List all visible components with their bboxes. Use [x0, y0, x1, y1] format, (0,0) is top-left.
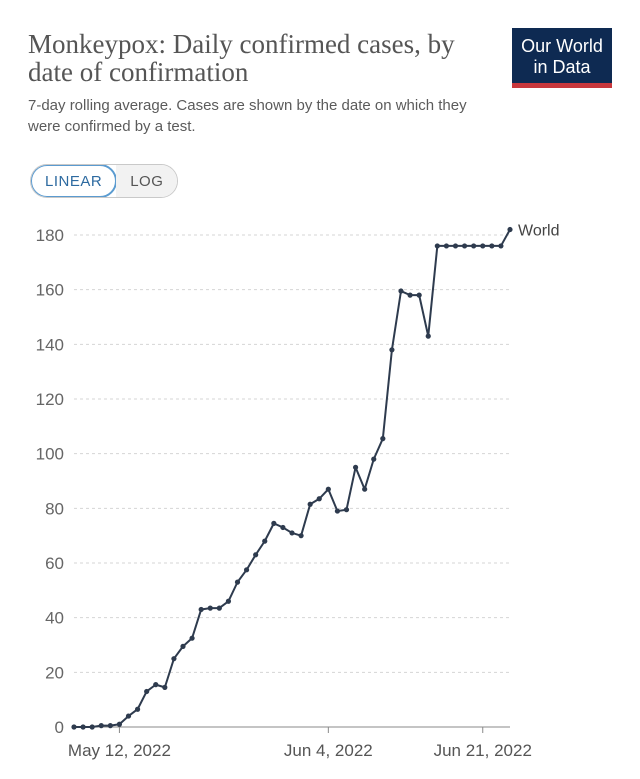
y-tick-label: 100	[36, 445, 64, 464]
data-point	[153, 682, 159, 688]
data-point	[271, 520, 277, 526]
data-point	[443, 243, 450, 249]
scale-toggle: LINEAR LOG	[30, 164, 179, 198]
data-point	[280, 524, 286, 531]
data-point	[198, 606, 204, 613]
y-tick-label: 20	[45, 663, 64, 682]
data-point	[243, 567, 250, 573]
y-tick-label: 120	[36, 390, 64, 409]
data-point	[407, 292, 413, 298]
y-tick-label: 0	[55, 718, 64, 737]
chart-subtitle: 7-day rolling average. Cases are shown b…	[28, 97, 467, 135]
data-point	[316, 496, 322, 502]
x-tick-label: May 12, 2022	[68, 741, 171, 760]
data-point	[116, 721, 123, 727]
data-point	[253, 552, 259, 558]
data-point	[162, 684, 168, 690]
data-point	[371, 456, 377, 462]
data-point	[471, 243, 477, 249]
data-point	[262, 538, 268, 544]
data-point	[144, 688, 150, 695]
data-point	[362, 486, 368, 492]
data-point	[416, 292, 422, 298]
linear-scale-button[interactable]: LINEAR	[31, 165, 118, 197]
data-point	[98, 723, 104, 729]
data-point	[489, 243, 495, 249]
data-point	[298, 533, 304, 539]
data-point	[289, 530, 295, 536]
data-point	[425, 333, 431, 339]
y-tick-label: 60	[45, 554, 64, 573]
data-point	[189, 635, 195, 641]
data-point	[507, 226, 513, 233]
y-tick-label: 140	[36, 335, 64, 354]
data-point	[352, 464, 359, 470]
series-label-world: World	[518, 223, 560, 240]
data-point	[171, 656, 177, 662]
data-point	[343, 507, 350, 513]
series-line-world	[74, 229, 511, 728]
data-point	[380, 436, 386, 442]
data-point	[389, 347, 395, 353]
data-point	[434, 243, 440, 249]
data-point	[398, 288, 404, 294]
owid-logo[interactable]: Our World in Data	[512, 28, 612, 88]
data-point	[216, 605, 222, 611]
x-tick-label: Jun 21, 2022	[434, 741, 532, 760]
logo-line-2: in Data	[533, 57, 591, 77]
data-point	[180, 643, 186, 649]
x-tick-label: Jun 4, 2022	[284, 741, 373, 760]
data-point	[480, 243, 486, 249]
data-point	[207, 605, 213, 611]
chart-title: Monkeypox: Daily confirmed cases, by dat…	[28, 29, 455, 87]
log-scale-button[interactable]: LOG	[116, 165, 178, 197]
data-point	[134, 706, 141, 712]
data-point	[107, 723, 113, 729]
data-point	[225, 598, 232, 604]
data-point	[234, 579, 241, 585]
y-tick-label: 40	[45, 609, 64, 628]
data-point	[498, 243, 504, 249]
data-point	[80, 724, 86, 730]
data-point	[325, 486, 331, 492]
data-point	[89, 724, 95, 730]
data-point	[307, 501, 313, 507]
data-point	[71, 724, 77, 730]
data-point	[461, 243, 468, 249]
data-point	[452, 243, 459, 249]
y-tick-label: 180	[36, 226, 64, 245]
y-tick-label: 160	[36, 281, 64, 300]
data-point	[334, 508, 341, 514]
logo-line-1: Our World	[521, 36, 603, 56]
data-point	[125, 713, 132, 719]
y-tick-label: 80	[45, 499, 64, 518]
